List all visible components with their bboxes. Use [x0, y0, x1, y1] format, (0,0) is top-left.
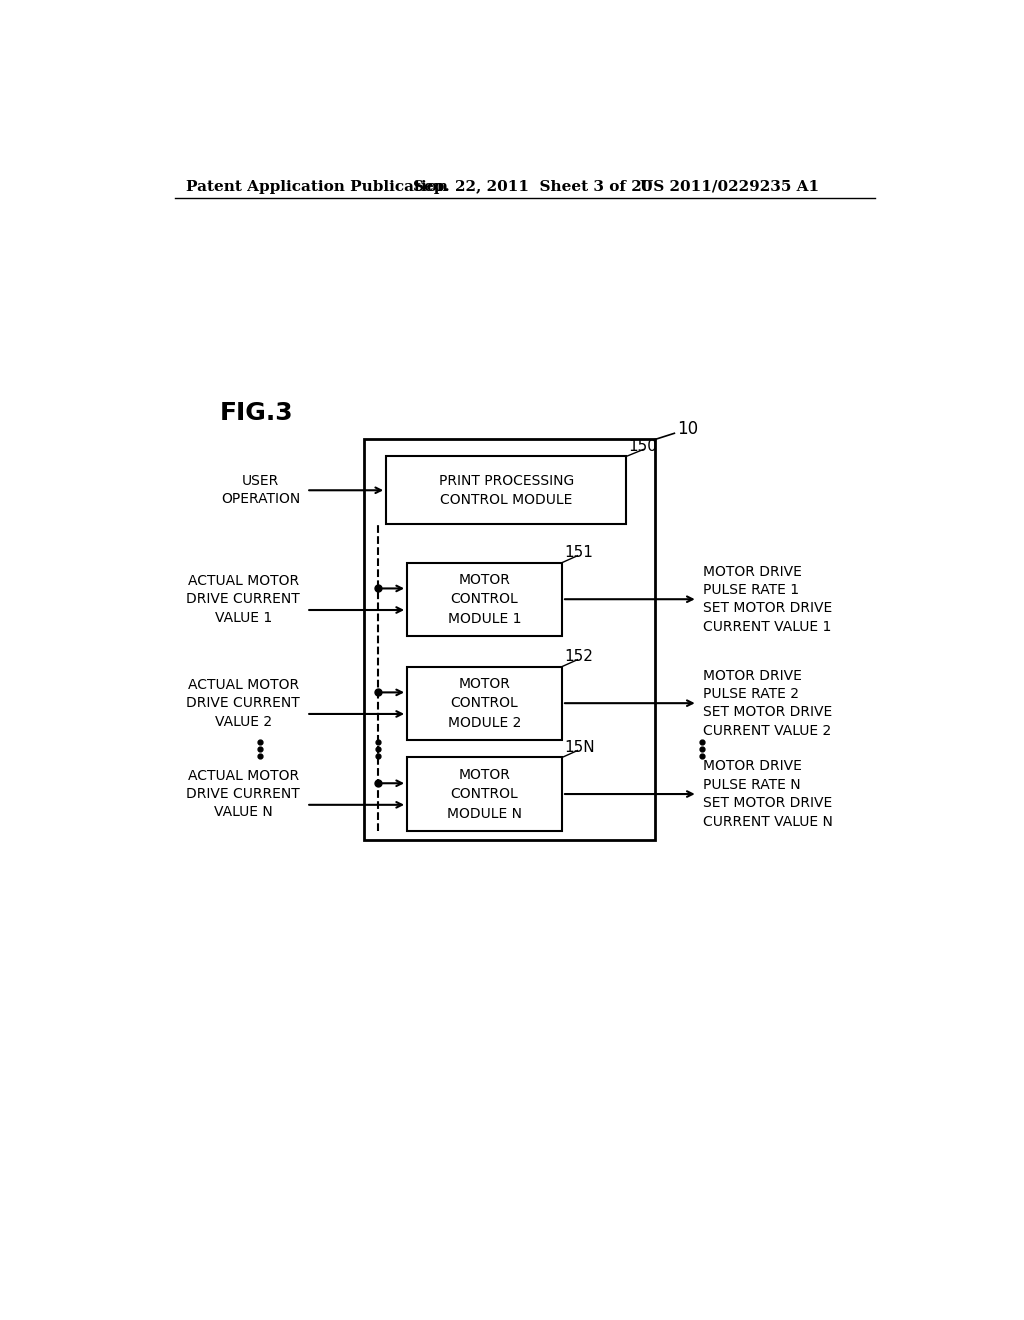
Text: FIG.3: FIG.3 — [219, 400, 293, 425]
Bar — [386, 457, 627, 524]
Text: MOTOR DRIVE
PULSE RATE 1
SET MOTOR DRIVE
CURRENT VALUE 1: MOTOR DRIVE PULSE RATE 1 SET MOTOR DRIVE… — [703, 565, 833, 634]
Text: 152: 152 — [564, 649, 593, 664]
Text: MOTOR
CONTROL
MODULE 2: MOTOR CONTROL MODULE 2 — [447, 677, 521, 730]
Bar — [365, 440, 655, 840]
Text: 10: 10 — [677, 420, 697, 438]
Text: 150: 150 — [629, 440, 657, 454]
Text: MOTOR DRIVE
PULSE RATE 2
SET MOTOR DRIVE
CURRENT VALUE 2: MOTOR DRIVE PULSE RATE 2 SET MOTOR DRIVE… — [703, 668, 833, 738]
Text: US 2011/0229235 A1: US 2011/0229235 A1 — [640, 180, 818, 194]
Text: ACTUAL MOTOR
DRIVE CURRENT
VALUE 1: ACTUAL MOTOR DRIVE CURRENT VALUE 1 — [186, 574, 300, 624]
Text: MOTOR DRIVE
PULSE RATE N
SET MOTOR DRIVE
CURRENT VALUE N: MOTOR DRIVE PULSE RATE N SET MOTOR DRIVE… — [703, 759, 833, 829]
Text: MOTOR
CONTROL
MODULE 1: MOTOR CONTROL MODULE 1 — [447, 573, 521, 626]
Bar — [407, 758, 562, 830]
Text: ACTUAL MOTOR
DRIVE CURRENT
VALUE N: ACTUAL MOTOR DRIVE CURRENT VALUE N — [186, 768, 300, 820]
Text: 151: 151 — [564, 545, 593, 561]
Text: PRINT PROCESSING
CONTROL MODULE: PRINT PROCESSING CONTROL MODULE — [438, 474, 573, 507]
Text: Sep. 22, 2011  Sheet 3 of 20: Sep. 22, 2011 Sheet 3 of 20 — [414, 180, 652, 194]
Text: MOTOR
CONTROL
MODULE N: MOTOR CONTROL MODULE N — [447, 767, 522, 821]
Text: USER
OPERATION: USER OPERATION — [221, 474, 300, 507]
Bar — [407, 667, 562, 739]
Bar — [407, 562, 562, 636]
Text: 15N: 15N — [564, 741, 595, 755]
Text: ACTUAL MOTOR
DRIVE CURRENT
VALUE 2: ACTUAL MOTOR DRIVE CURRENT VALUE 2 — [186, 677, 300, 729]
Text: Patent Application Publication: Patent Application Publication — [186, 180, 449, 194]
